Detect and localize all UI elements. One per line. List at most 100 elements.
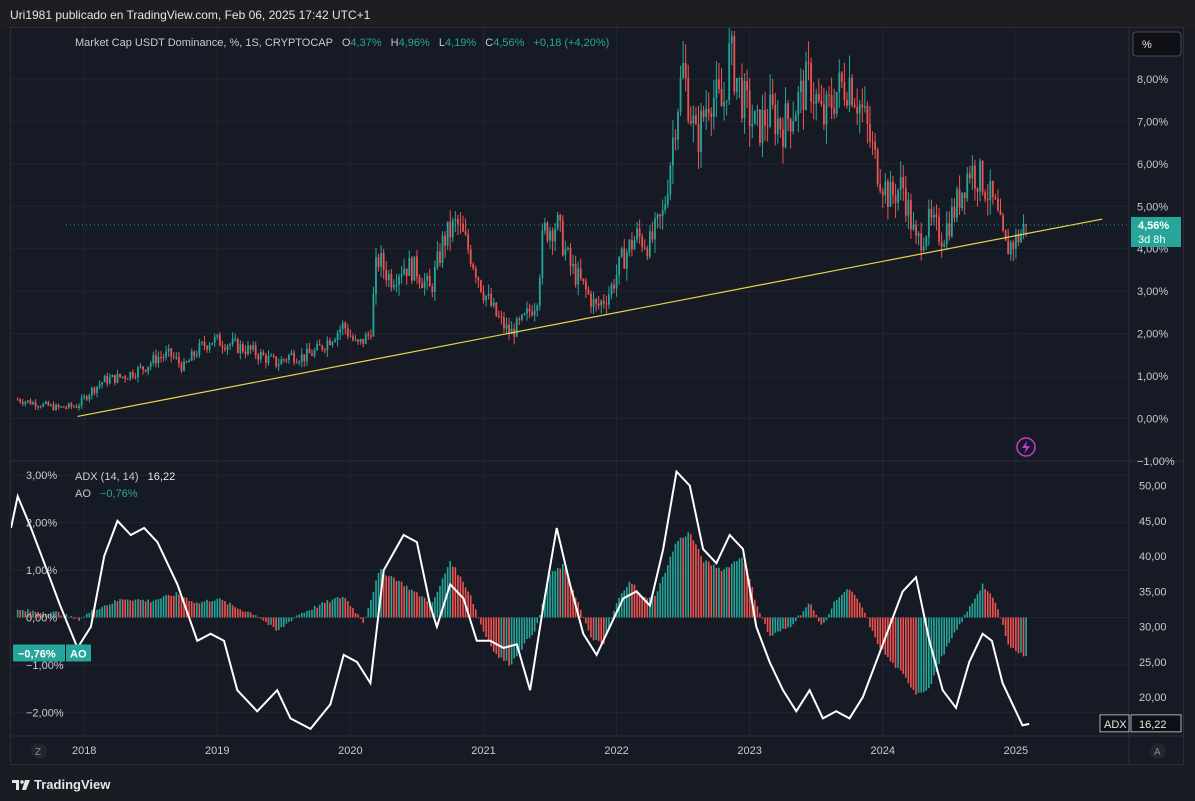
tradingview-logo[interactable]: TradingView: [12, 777, 110, 792]
candle-body: [948, 223, 951, 237]
candle-body: [590, 293, 592, 307]
candle-body: [372, 294, 375, 337]
ao-bar: [631, 583, 633, 618]
ao-bar: [692, 540, 695, 618]
candle-body: [449, 221, 452, 238]
close-label: C: [485, 37, 493, 49]
candle-body: [252, 345, 255, 350]
chart-canvas[interactable]: 8,00%7,00%6,00%5,00%4,00%3,00%2,00%1,00%…: [10, 27, 1183, 764]
corner-left-label: Z: [35, 747, 41, 758]
candle-body: [771, 94, 774, 105]
candle-body: [889, 181, 892, 207]
chart-frame[interactable]: 8,00% 7,00% 6,00% 5,00% 4,00% 3,00% 2,00% 1,00%…: [10, 27, 1184, 765]
candle-body: [689, 120, 692, 124]
ao-bar: [610, 617, 613, 619]
open-value: 4,37%: [350, 37, 381, 49]
candle-body: [520, 314, 523, 320]
candle-body: [623, 248, 626, 269]
candle-body: [462, 223, 464, 232]
candle-body: [326, 340, 329, 351]
low-value: 4,19%: [445, 37, 476, 49]
candle-body: [674, 137, 677, 140]
ao-bar: [298, 614, 301, 618]
candle-body: [439, 251, 441, 263]
ao-bar: [956, 617, 958, 630]
candle-body: [533, 310, 536, 316]
candle-body: [587, 289, 590, 294]
ao-bar: [626, 586, 628, 618]
candle-body: [508, 324, 510, 335]
candle-body: [707, 108, 710, 113]
price-tick-label: 3,00%: [1137, 286, 1168, 298]
candle-body: [881, 191, 884, 196]
ao-legend-value: −0,76%: [100, 488, 138, 500]
candle-body: [288, 354, 290, 361]
ao-bar: [239, 609, 242, 618]
publish-bar: Uri1981 publicado en TradingView.com, Fe…: [0, 0, 1195, 28]
ao-bar: [771, 617, 774, 636]
ao-bar: [178, 594, 180, 618]
candle-body: [1009, 242, 1012, 255]
ao-bar: [303, 612, 306, 618]
ao-bar: [326, 600, 329, 618]
auto-scale-corner-button[interactable]: A: [1150, 743, 1166, 759]
ao-bar: [554, 571, 556, 618]
candle-body: [298, 361, 301, 363]
candle-body: [549, 230, 551, 241]
time-axis[interactable]: 2018 2019 2020 2021 2022 2023 2024 2025: [72, 745, 1028, 757]
ao-bar: [70, 616, 73, 618]
candle-body: [157, 356, 160, 364]
ao-bar: [833, 601, 835, 618]
candle-body: [799, 80, 802, 92]
candle-body: [930, 208, 933, 218]
ao-legend: AO −0,76%: [75, 488, 138, 500]
candle-body: [75, 406, 78, 408]
adx-axis[interactable]: 50,00 45,00 40,00 35,00 30,00 25,00 20,00: [1139, 481, 1167, 705]
candle-body: [574, 264, 577, 285]
candle-body: [710, 112, 713, 117]
ao-histogram: [16, 532, 1027, 695]
candle-body: [886, 181, 889, 207]
candle-body: [413, 256, 416, 281]
ao-bar: [738, 558, 741, 618]
ao-bar: [551, 571, 554, 618]
candle-body: [167, 348, 170, 352]
adx-legend: ADX (14, 14) 16,22: [75, 471, 175, 483]
candle-body: [753, 111, 756, 125]
ao-bar: [393, 577, 395, 618]
candle-body: [239, 344, 242, 353]
candle-body: [165, 351, 168, 358]
candle-body: [1014, 234, 1017, 249]
candle-body: [55, 404, 57, 411]
ao-bar: [853, 594, 856, 618]
trendline[interactable]: [77, 218, 1103, 418]
candle-body: [426, 275, 429, 281]
timezone-corner-button[interactable]: Z: [31, 743, 47, 759]
ao-bar: [505, 617, 508, 661]
ao-tick-label: 2,00%: [26, 518, 57, 530]
ao-bar: [277, 617, 280, 631]
candle-body: [943, 244, 946, 247]
candle-body: [311, 353, 313, 356]
ao-bar: [265, 617, 267, 623]
ao-bar: [213, 600, 216, 618]
ao-bar: [354, 613, 357, 618]
main-legend: Market Cap USDT Dominance, %, 1S, CRYPTO…: [75, 37, 609, 49]
candle-body: [979, 160, 981, 192]
ao-bar: [160, 598, 162, 618]
candle-body: [700, 110, 702, 152]
ao-bar: [165, 594, 167, 618]
alert-icon[interactable]: [1016, 437, 1036, 457]
candle-body: [538, 278, 541, 306]
ao-tick-label: −1,00%: [26, 660, 64, 672]
candle-body: [953, 206, 956, 218]
candle-body: [316, 344, 319, 350]
ao-bar: [961, 617, 963, 623]
candle-body: [70, 403, 73, 407]
ao-bar: [848, 589, 851, 618]
ao-bar: [121, 599, 124, 618]
ao-bar: [475, 609, 477, 618]
percent-scale-button[interactable]: %: [1132, 31, 1182, 57]
ao-bar: [39, 613, 42, 618]
main-price-axis[interactable]: 8,00%7,00%6,00%5,00%4,00%3,00%2,00%1,00%…: [1137, 74, 1175, 468]
